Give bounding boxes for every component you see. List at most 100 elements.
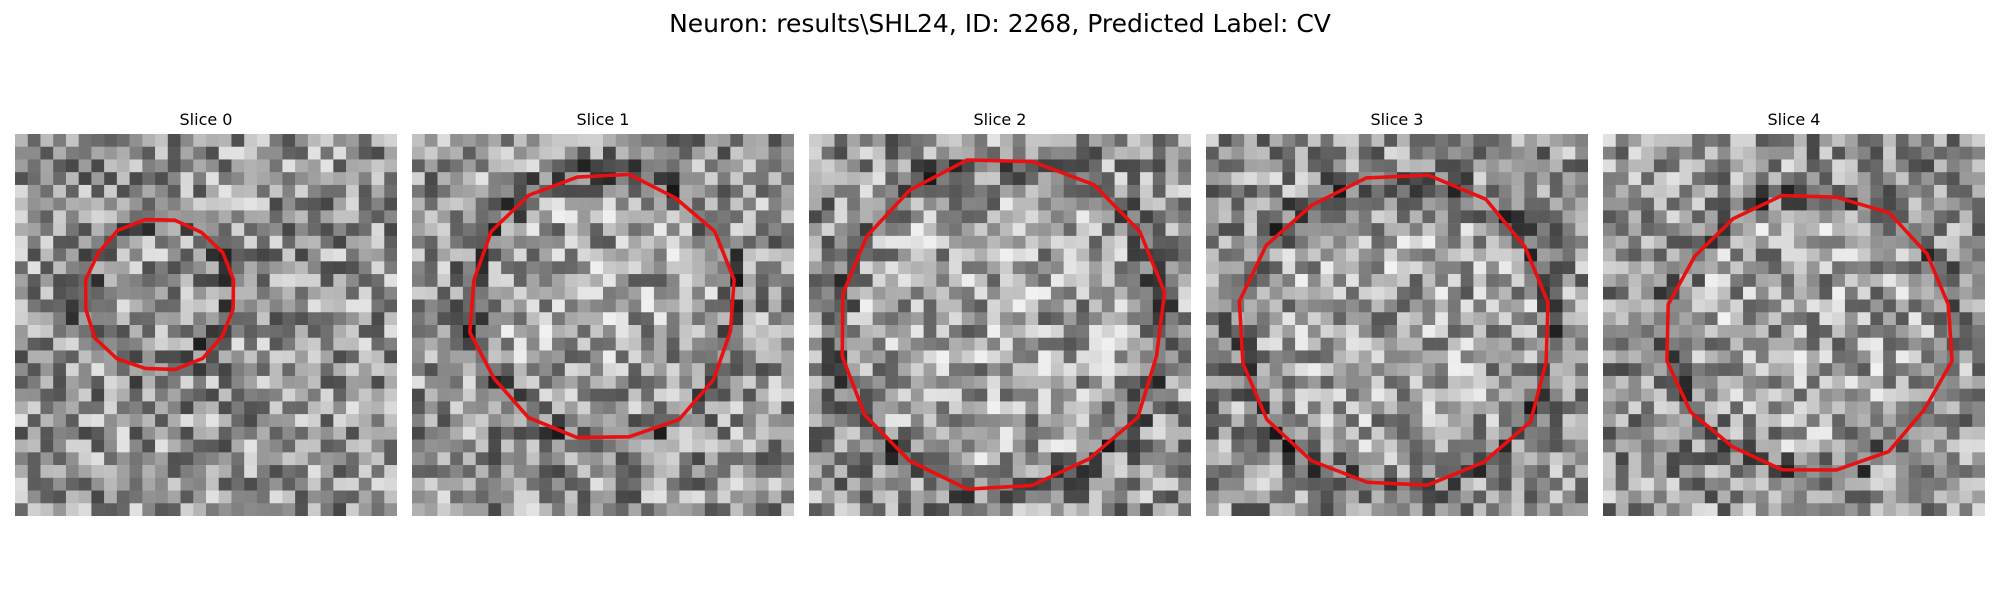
pixel xyxy=(768,223,782,237)
pixel xyxy=(1959,172,1973,186)
pixel xyxy=(961,363,975,377)
pixel xyxy=(809,146,822,160)
pixel xyxy=(155,439,169,453)
pixel xyxy=(653,261,667,275)
pixel xyxy=(679,286,693,300)
pixel xyxy=(1806,159,1820,173)
pixel xyxy=(1000,337,1013,351)
pixel xyxy=(936,261,950,275)
pixel xyxy=(231,235,245,249)
pixel xyxy=(898,439,912,453)
pixel xyxy=(1165,325,1179,338)
pixel xyxy=(91,426,105,440)
pixel xyxy=(1844,350,1858,364)
pixel xyxy=(384,490,397,504)
pixel xyxy=(564,210,578,224)
pixel xyxy=(679,274,693,288)
pixel xyxy=(526,223,540,237)
pixel xyxy=(1832,452,1846,466)
pixel xyxy=(256,401,270,415)
pixel xyxy=(1371,261,1385,275)
pixel xyxy=(501,452,515,466)
pixel xyxy=(1666,325,1680,338)
pixel xyxy=(859,159,873,173)
pixel xyxy=(78,248,92,262)
pixel xyxy=(180,312,194,326)
pixel xyxy=(180,235,194,249)
pixel xyxy=(513,210,527,224)
pixel xyxy=(872,414,886,428)
pixel xyxy=(653,337,667,351)
pixel xyxy=(641,414,655,428)
pixel xyxy=(269,350,283,364)
pixel xyxy=(872,401,886,415)
pixel xyxy=(1346,426,1360,440)
pixel xyxy=(1883,134,1897,147)
pixel xyxy=(1768,299,1782,313)
pixel xyxy=(193,159,207,173)
pixel xyxy=(743,337,757,351)
pixel xyxy=(821,503,835,516)
segmentation-contour xyxy=(468,172,736,440)
pixel xyxy=(40,286,54,300)
pixel xyxy=(961,439,975,453)
pixel xyxy=(116,172,130,186)
pixel xyxy=(539,375,553,389)
pixel xyxy=(1384,134,1398,147)
pixel xyxy=(730,325,744,338)
pixel xyxy=(885,477,899,491)
pixel xyxy=(1857,363,1871,377)
pixel xyxy=(116,375,130,389)
pixel xyxy=(987,439,1001,453)
pixel xyxy=(384,286,397,300)
pixel xyxy=(193,426,207,440)
pixel xyxy=(936,134,950,147)
pixel xyxy=(155,261,169,275)
pixel xyxy=(295,426,309,440)
pixel xyxy=(269,414,283,428)
pixel xyxy=(1282,363,1296,377)
pixel xyxy=(384,401,397,415)
pixel xyxy=(1038,184,1052,198)
pixel xyxy=(1397,401,1410,415)
pixel xyxy=(1537,503,1551,516)
pixel xyxy=(974,337,988,351)
pixel xyxy=(65,299,79,313)
pixel xyxy=(91,337,105,351)
pixel xyxy=(1498,350,1512,364)
pixel xyxy=(1127,261,1141,275)
pixel xyxy=(40,159,54,173)
pixel xyxy=(1460,159,1474,173)
pixel xyxy=(1063,414,1077,428)
pixel xyxy=(53,325,67,338)
pixel xyxy=(1692,325,1706,338)
pixel xyxy=(755,452,769,466)
pixel xyxy=(1397,261,1410,275)
pixel xyxy=(1704,286,1718,300)
pixel xyxy=(1832,337,1846,351)
pixel xyxy=(27,159,41,173)
pixel xyxy=(1000,235,1013,249)
pixel xyxy=(65,490,79,504)
pixel xyxy=(1076,261,1090,275)
pixel xyxy=(898,401,912,415)
pixel xyxy=(1615,465,1629,479)
pixel xyxy=(244,337,258,351)
pixel xyxy=(1908,490,1922,504)
pixel xyxy=(1934,325,1948,338)
pixel xyxy=(1653,401,1667,415)
pixel xyxy=(358,388,372,402)
pixel xyxy=(1959,134,1973,147)
pixel xyxy=(1946,375,1960,389)
pixel xyxy=(40,337,54,351)
pixel xyxy=(577,363,591,377)
pixel xyxy=(333,439,347,453)
pixel xyxy=(1603,350,1616,364)
pixel xyxy=(872,172,886,186)
pixel xyxy=(1076,312,1090,326)
pixel xyxy=(346,375,360,389)
pixel xyxy=(1063,477,1077,491)
pixel xyxy=(1562,261,1576,275)
pixel xyxy=(1755,465,1769,479)
pixel xyxy=(1883,477,1897,491)
